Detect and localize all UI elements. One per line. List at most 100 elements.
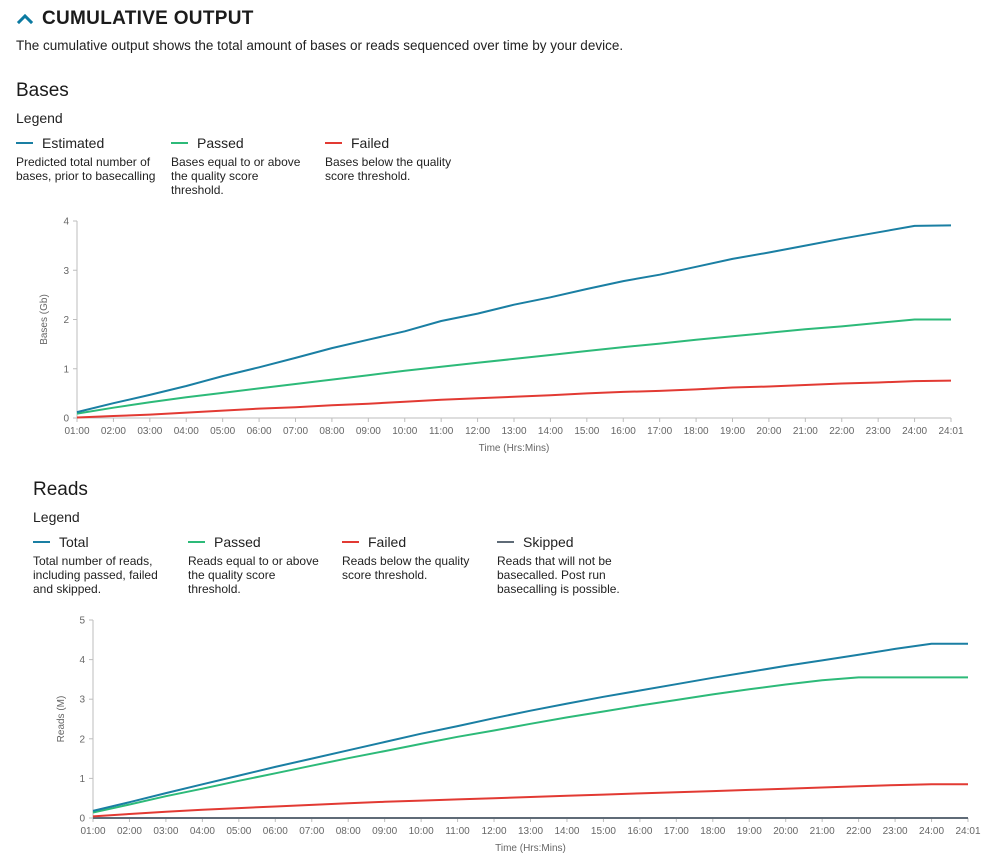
y-tick-label: 0	[63, 414, 69, 425]
legend-swatch-failed	[325, 142, 342, 144]
legend-label: Failed	[351, 135, 390, 151]
x-tick-label: 14:00	[554, 826, 579, 837]
x-tick-label: 22:00	[829, 426, 854, 437]
x-tick-label: 06:00	[263, 826, 288, 837]
y-tick-label: 1	[79, 774, 85, 785]
legend-description: Bases equal to or above the quality scor…	[171, 155, 301, 197]
reads-legend-title: Legend	[33, 509, 80, 525]
y-tick-label: 0	[79, 814, 85, 825]
y-tick-label: 1	[63, 364, 69, 375]
x-tick-label: 05:00	[226, 826, 251, 837]
x-tick-label: 24:01	[938, 426, 963, 437]
bases-legend-failed[interactable]: Failed Bases below the quality score thr…	[325, 134, 475, 183]
legend-label: Passed	[214, 534, 261, 550]
reads-title: Reads	[33, 479, 88, 500]
y-axis-label: Reads (M)	[56, 696, 67, 743]
x-tick-label: 02:00	[117, 826, 142, 837]
x-tick-label: 10:00	[409, 826, 434, 837]
legend-swatch-failed	[342, 541, 359, 543]
x-tick-label: 08:00	[319, 426, 344, 437]
legend-description: Total number of reads, including passed,…	[33, 554, 158, 596]
x-tick-label: 14:00	[538, 426, 563, 437]
y-tick-label: 3	[63, 266, 69, 277]
legend-swatch-passed	[188, 541, 205, 543]
x-tick-label: 02:00	[101, 426, 126, 437]
x-tick-label: 09:00	[372, 826, 397, 837]
bases-legend-title: Legend	[16, 110, 63, 126]
x-tick-label: 03:00	[153, 826, 178, 837]
legend-description: Reads below the quality score threshold.	[342, 554, 470, 582]
x-axis-label: Time (Hrs:Mins)	[479, 443, 550, 454]
reads-legend-total[interactable]: Total Total number of reads, including p…	[33, 533, 183, 596]
x-tick-label: 11:00	[429, 426, 454, 437]
x-tick-label: 01:00	[80, 826, 105, 837]
legend-swatch-total	[33, 541, 50, 543]
x-tick-label: 17:00	[647, 426, 672, 437]
x-tick-label: 24:00	[902, 426, 927, 437]
series-line-total	[92, 642, 968, 812]
series-line-passed	[92, 676, 968, 814]
legend-swatch-estimated	[16, 142, 33, 144]
y-tick-label: 4	[63, 217, 69, 228]
bases-legend-passed[interactable]: Passed Bases equal to or above the quali…	[171, 134, 321, 197]
reads-legend-passed[interactable]: Passed Reads equal to or above the quali…	[188, 533, 338, 596]
legend-description: Reads equal to or above the quality scor…	[188, 554, 319, 596]
section-title: CUMULATIVE OUTPUT	[42, 8, 254, 29]
legend-description: Bases below the quality score threshold.	[325, 155, 452, 183]
x-tick-label: 18:00	[684, 426, 709, 437]
legend-label: Estimated	[42, 135, 105, 151]
chevron-up-icon[interactable]	[16, 10, 34, 28]
x-tick-label: 13:00	[501, 426, 526, 437]
x-tick-label: 08:00	[336, 826, 361, 837]
x-tick-label: 20:00	[756, 426, 781, 437]
x-tick-label: 15:00	[591, 826, 616, 837]
x-tick-label: 11:00	[445, 826, 470, 837]
x-tick-label: 19:00	[737, 826, 762, 837]
series-line-failed	[76, 379, 952, 419]
x-tick-label: 16:00	[627, 826, 652, 837]
bases-title: Bases	[16, 80, 69, 101]
x-tick-label: 21:00	[793, 426, 818, 437]
section-header[interactable]: CUMULATIVE OUTPUT	[16, 8, 254, 30]
y-tick-label: 2	[63, 315, 69, 326]
x-tick-label: 23:00	[883, 826, 908, 837]
x-tick-label: 18:00	[700, 826, 725, 837]
x-tick-label: 20:00	[773, 826, 798, 837]
x-tick-label: 12:00	[465, 426, 490, 437]
x-tick-label: 04:00	[174, 426, 199, 437]
x-tick-label: 22:00	[846, 826, 871, 837]
bases-legend-estimated[interactable]: Estimated Predicted total number of base…	[16, 134, 166, 183]
x-tick-label: 07:00	[299, 826, 324, 837]
section-description: The cumulative output shows the total am…	[16, 38, 624, 53]
x-tick-label: 05:00	[210, 426, 235, 437]
reads-chart: 0 1 2 3 4 5 01:00 02:00 03:00 04:00 05:00 06:00 07:0…	[56, 616, 981, 855]
x-tick-label: 13:00	[518, 826, 543, 837]
reads-legend-skipped[interactable]: Skipped Reads that will not be basecalle…	[497, 533, 647, 596]
legend-description: Reads that will not be basecalled. Post …	[497, 554, 620, 596]
x-tick-label: 07:00	[283, 426, 308, 437]
x-tick-label: 23:00	[866, 426, 891, 437]
reads-legend-failed[interactable]: Failed Reads below the quality score thr…	[342, 533, 492, 582]
x-tick-label: 10:00	[392, 426, 417, 437]
series-line-failed	[92, 783, 968, 818]
x-tick-label: 15:00	[574, 426, 599, 437]
x-tick-label: 03:00	[137, 426, 162, 437]
x-tick-label: 24:01	[955, 826, 980, 837]
y-tick-label: 2	[79, 734, 85, 745]
legend-swatch-skipped	[497, 541, 514, 543]
x-tick-label: 17:00	[664, 826, 689, 837]
x-tick-label: 06:00	[247, 426, 272, 437]
y-tick-label: 5	[79, 616, 85, 627]
legend-label: Failed	[368, 534, 407, 550]
x-tick-label: 24:00	[919, 826, 944, 837]
series-line-passed	[76, 318, 951, 415]
series-line-estimated	[76, 224, 952, 414]
x-tick-label: 19:00	[720, 426, 745, 437]
x-tick-label: 16:00	[611, 426, 636, 437]
x-tick-label: 01:00	[64, 426, 89, 437]
legend-swatch-passed	[171, 142, 188, 144]
legend-label: Skipped	[523, 534, 574, 550]
bases-chart: 0 1 2 3 4 01:00 02:00 03:00 04:00 05:00 06:00 07:00…	[39, 217, 964, 455]
legend-description: Predicted total number of bases, prior t…	[16, 155, 156, 183]
x-tick-label: 04:00	[190, 826, 215, 837]
